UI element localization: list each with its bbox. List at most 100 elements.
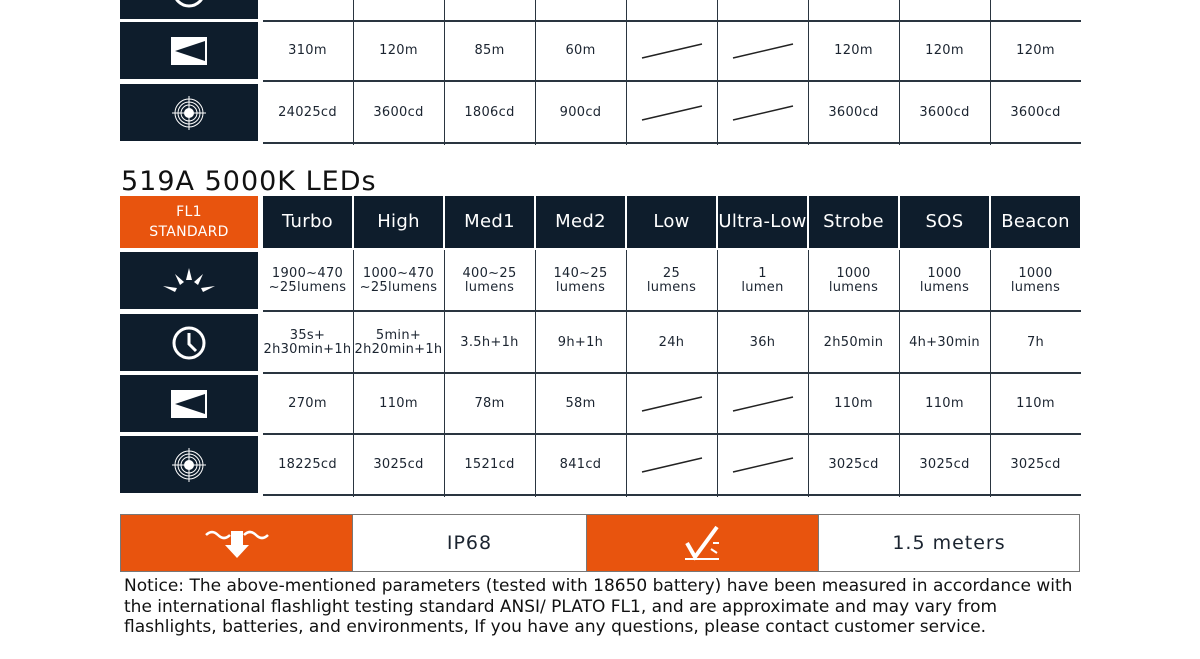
column-divider [625, 250, 627, 497]
column-divider [989, 250, 991, 497]
table-cell: 1000 lumens [1010, 265, 1061, 295]
table-cell: 3600cd [919, 104, 970, 120]
target-intensity-icon [172, 95, 206, 130]
fl1-standard-badge: FL1 STANDARD [120, 196, 258, 248]
table-cell [718, 84, 807, 141]
header-ultra-low: Ultra-Low [718, 196, 807, 248]
table-cell: 3.5h+1h [460, 334, 519, 350]
beam-distance-icon-cell [120, 375, 258, 432]
table-cell [627, 0, 716, 19]
column-divider [534, 0, 536, 145]
clock-icon-cell [120, 0, 258, 19]
section-title: 519A 5000K LEDs [121, 166, 377, 197]
row-divider [263, 310, 1081, 312]
table-cell: 3025cd [1010, 456, 1061, 472]
column-divider [898, 250, 900, 497]
waterproof-icon [204, 530, 269, 558]
table-cell: 841cd [559, 456, 602, 472]
table-cell: 3600cd [373, 104, 424, 120]
beam-distance-icon [171, 389, 207, 418]
table-cell: 3025cd [373, 456, 424, 472]
table-cell: 24025cd [278, 104, 337, 120]
table-cell [809, 0, 898, 19]
column-divider [534, 250, 536, 497]
table-cell: 1000 lumens [828, 265, 879, 295]
row-divider [263, 433, 1081, 435]
table-cell: 140~25 lumens [553, 265, 608, 295]
column-divider [352, 250, 354, 497]
table-cell: 9h+1h [557, 334, 604, 350]
table-cell [900, 0, 989, 19]
table-cell [627, 375, 716, 432]
table-cell: 120m [925, 42, 964, 58]
table-cell [627, 84, 716, 141]
table-cell: 400~25 lumens [462, 265, 517, 295]
table-cell: 24h [658, 334, 685, 350]
table-cell: 3025cd [828, 456, 879, 472]
clock-icon [172, 326, 206, 359]
header-med1: Med1 [445, 196, 534, 248]
table-cell [991, 0, 1080, 19]
table-cell: 120m [1016, 42, 1055, 58]
table-cell: 1000 lumens [919, 265, 970, 295]
table-cell: 5min+ 2h20min+1h [354, 327, 443, 357]
header-turbo: Turbo [263, 196, 352, 248]
table-cell: 18225cd [278, 456, 337, 472]
table-cell [627, 436, 716, 493]
column-divider [443, 250, 445, 497]
table-cell: 270m [288, 395, 327, 411]
target-intensity-icon [172, 447, 206, 482]
header-beacon: Beacon [991, 196, 1080, 248]
not-available-slash [641, 42, 702, 59]
row-divider [263, 142, 1081, 144]
row-divider [263, 80, 1081, 82]
header-sos: SOS [900, 196, 989, 248]
table-cell [718, 375, 807, 432]
beam-distance-icon-cell [120, 22, 258, 79]
beam-distance-icon [171, 36, 207, 65]
table-cell: 1 lumen [741, 265, 784, 295]
column-divider [989, 0, 991, 145]
standard-line2: STANDARD [149, 224, 229, 240]
not-available-slash [732, 104, 793, 121]
notice-text: Notice: The above-mentioned parameters (… [124, 576, 1073, 637]
waterproof-icon-cell [120, 514, 353, 572]
table-cell: 78m [474, 395, 505, 411]
table-cell [627, 22, 716, 79]
table-cell: 25 lumens [646, 265, 697, 295]
table-cell: 110m [925, 395, 964, 411]
column-divider [352, 0, 354, 145]
brightness-icon [163, 267, 215, 292]
ip-rating: IP68 [352, 514, 587, 572]
header-strobe: Strobe [809, 196, 898, 248]
drop-height: 1.5 meters [818, 514, 1080, 572]
not-available-slash [641, 456, 702, 473]
clock-icon-cell [120, 314, 258, 371]
not-available-slash [732, 395, 793, 412]
not-available-slash [641, 104, 702, 121]
table-cell [536, 0, 625, 19]
table-cell: 1521cd [464, 456, 515, 472]
table-cell: 60m [565, 42, 596, 58]
row-divider [263, 20, 1081, 22]
table-cell: 1806cd [464, 104, 515, 120]
column-divider [898, 0, 900, 145]
table-cell [718, 22, 807, 79]
table-cell: 3600cd [828, 104, 879, 120]
table-cell: 1900~470 ~25lumens [268, 265, 347, 295]
table-cell: 36h [749, 334, 776, 350]
table-cell: 900cd [559, 104, 602, 120]
target-intensity-icon-cell [120, 436, 258, 493]
table-cell [718, 436, 807, 493]
table-cell: 120m [834, 42, 873, 58]
column-divider [716, 0, 718, 145]
table-cell [445, 0, 534, 19]
header-high: High [354, 196, 443, 248]
row-divider [263, 494, 1081, 496]
table-cell [718, 0, 807, 19]
header-med2: Med2 [536, 196, 625, 248]
clock-icon [175, 0, 203, 7]
table-cell: 4h+30min [909, 334, 980, 350]
table-cell: 2h50min [823, 334, 884, 350]
impact-icon-cell [586, 514, 819, 572]
